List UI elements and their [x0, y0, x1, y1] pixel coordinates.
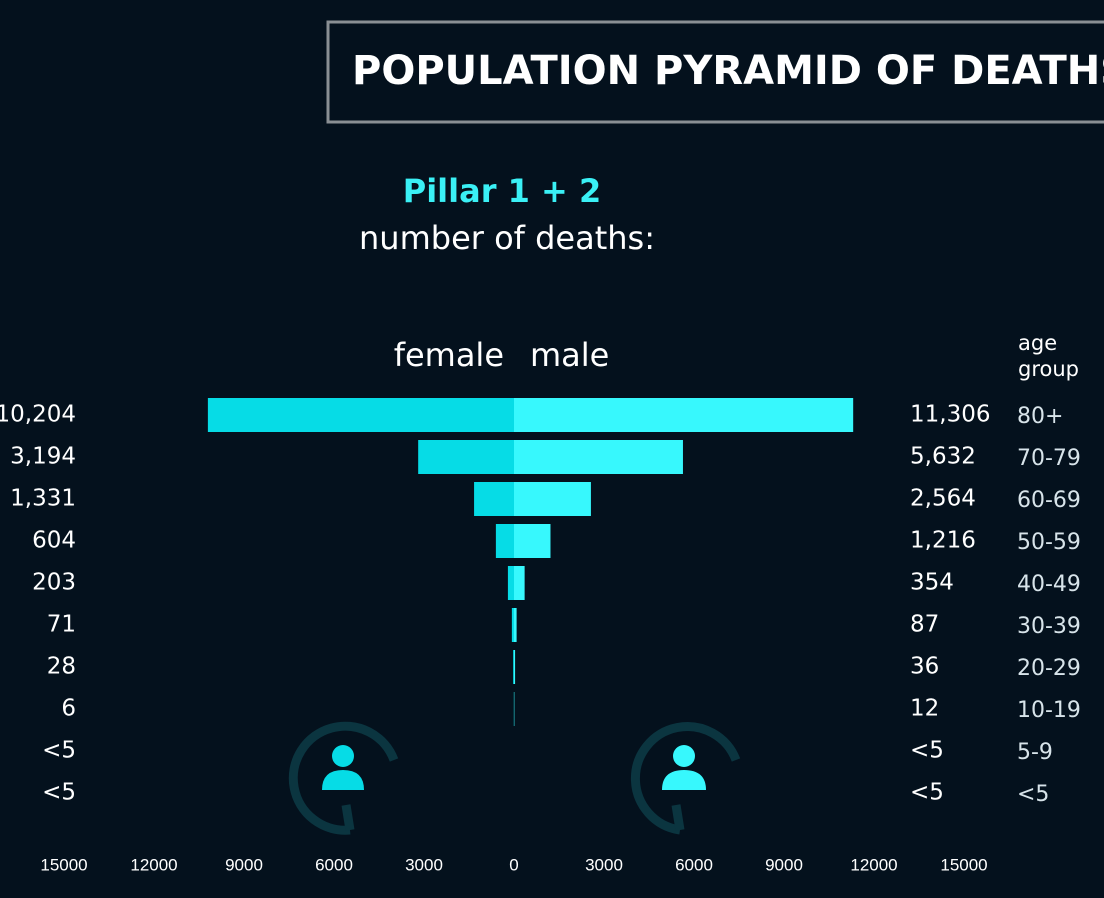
category-label: 40-49 — [1017, 572, 1081, 597]
value-label: 28 — [47, 654, 76, 680]
age-axis-label: group — [1018, 357, 1079, 381]
age-axis-label: age — [1018, 331, 1057, 355]
bar — [418, 440, 514, 474]
x-tick-label: 3000 — [585, 855, 623, 874]
category-label: 10-19 — [1017, 698, 1081, 723]
value-label: 87 — [910, 612, 939, 638]
value-label: 36 — [910, 654, 939, 680]
bar — [514, 650, 516, 684]
x-tick-label: 12000 — [130, 855, 177, 874]
value-label: 203 — [32, 570, 76, 596]
category-label: 80+ — [1017, 404, 1063, 429]
value-label: <5 — [42, 780, 76, 806]
male-icon-figure — [662, 745, 706, 790]
chart-title: POPULATION PYRAMID OF DEATHS — [352, 48, 1104, 94]
value-label: 354 — [910, 570, 954, 596]
value-label: <5 — [910, 738, 944, 764]
female-icon — [288, 721, 399, 835]
category-label: 30-39 — [1017, 614, 1081, 639]
category-label: 60-69 — [1017, 488, 1081, 513]
value-label: 3,194 — [10, 444, 76, 470]
x-tick-label: 15000 — [40, 855, 87, 874]
category-label: 20-29 — [1017, 656, 1081, 681]
bar — [514, 608, 517, 642]
value-label: 6 — [61, 696, 76, 722]
value-label: 10,204 — [0, 402, 76, 428]
bar — [207, 398, 514, 432]
bar — [513, 650, 514, 684]
category-label: 50-59 — [1017, 530, 1081, 555]
legend-label: male — [530, 336, 609, 374]
bar — [495, 524, 514, 558]
value-label: 604 — [32, 528, 76, 554]
x-tick-label: 9000 — [765, 855, 803, 874]
bar — [474, 482, 514, 516]
value-label: <5 — [910, 780, 944, 806]
value-label: 12 — [910, 696, 939, 722]
category-label: <5 — [1017, 782, 1049, 807]
title-box — [326, 20, 1104, 124]
bar — [514, 398, 854, 432]
bar — [514, 566, 525, 600]
male-icon — [630, 722, 741, 835]
value-label: 71 — [47, 612, 76, 638]
x-tick-label: 6000 — [675, 855, 713, 874]
subtitle: Pillar 1 + 2 — [403, 172, 602, 210]
value-label: 1,216 — [910, 528, 976, 554]
x-tick-label: 3000 — [405, 855, 443, 874]
x-tick-label: 15000 — [940, 855, 987, 874]
subtitle-2: number of deaths: — [359, 219, 655, 257]
value-label: 1,331 — [10, 486, 76, 512]
bar — [514, 440, 683, 474]
female-icon-figure — [322, 745, 364, 790]
value-label: 5,632 — [910, 444, 976, 470]
bar — [514, 524, 551, 558]
x-tick-label: 0 — [509, 855, 518, 874]
bar — [507, 566, 514, 600]
x-tick-label: 6000 — [315, 855, 353, 874]
x-tick-label: 12000 — [850, 855, 897, 874]
value-label: 2,564 — [910, 486, 976, 512]
x-tick-label: 9000 — [225, 855, 263, 874]
category-label: 5-9 — [1017, 740, 1053, 765]
category-label: 70-79 — [1017, 446, 1081, 471]
bar — [511, 608, 514, 642]
value-label: <5 — [42, 738, 76, 764]
value-label: 11,306 — [910, 402, 990, 428]
bar — [514, 482, 591, 516]
legend-label: female — [394, 336, 504, 374]
